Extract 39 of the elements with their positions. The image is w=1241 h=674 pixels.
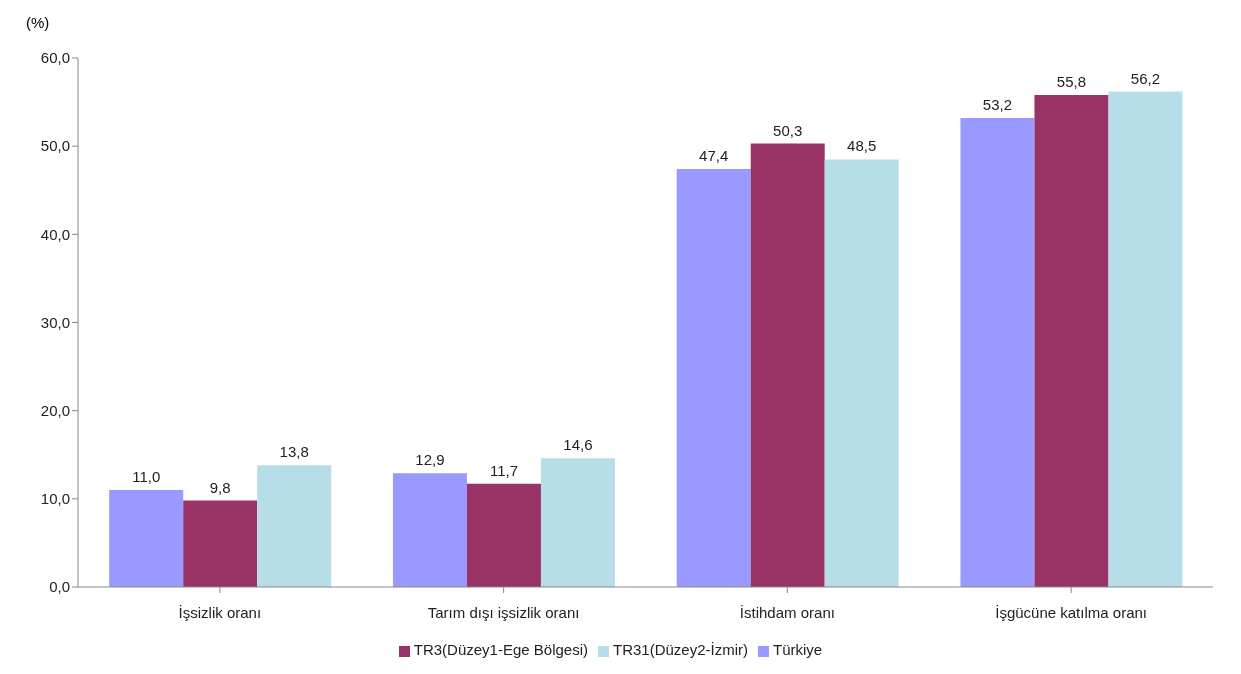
y-tick-label: 10,0 [40,490,70,508]
data-label: 13,8 [279,443,309,461]
bar [1034,95,1109,587]
y-tick-label: 0,0 [49,578,70,596]
y-tick-label: 30,0 [40,313,70,331]
data-label: 11,0 [132,468,161,486]
bar [540,458,615,587]
bar [1108,91,1183,587]
data-label: 11,7 [489,461,519,479]
data-label: 12,9 [415,451,445,469]
data-label: 50,3 [773,121,803,139]
y-tick-label: 20,0 [40,401,70,419]
bar [257,465,332,587]
data-label: 56,2 [1130,69,1161,87]
y-tick-label: 60,0 [40,49,70,67]
bar [960,117,1035,587]
bar [183,500,258,587]
bar [676,169,751,587]
y-axis-title: (%) [26,14,50,31]
x-tick-label: İstihdam oranı [739,603,835,621]
bar [750,143,825,587]
bar [466,483,541,587]
y-tick-label: 50,0 [40,137,70,155]
x-tick-label: İşsizlik oranı [178,603,262,621]
legend-label: Türkiye [773,641,823,658]
data-label: 14,6 [563,436,593,454]
x-tick-label: Tarım dışı işsizlik oranı [427,603,580,621]
data-label: 53,2 [982,95,1013,113]
y-tick-label: 40,0 [40,225,70,243]
x-tick-label: İşgücüne katılma oranı [995,603,1148,621]
data-label: 47,4 [699,147,729,165]
legend-label: TR3(Düzey1-Ege Bölgesi) [413,641,589,658]
data-label: 9,8 [209,478,231,496]
data-label: 55,8 [1056,73,1087,91]
data-label: 48,5 [847,137,877,155]
bar [392,473,467,587]
bar [824,159,899,587]
bar [109,490,184,587]
legend-label: TR31(Düzey2-İzmir) [613,641,749,658]
